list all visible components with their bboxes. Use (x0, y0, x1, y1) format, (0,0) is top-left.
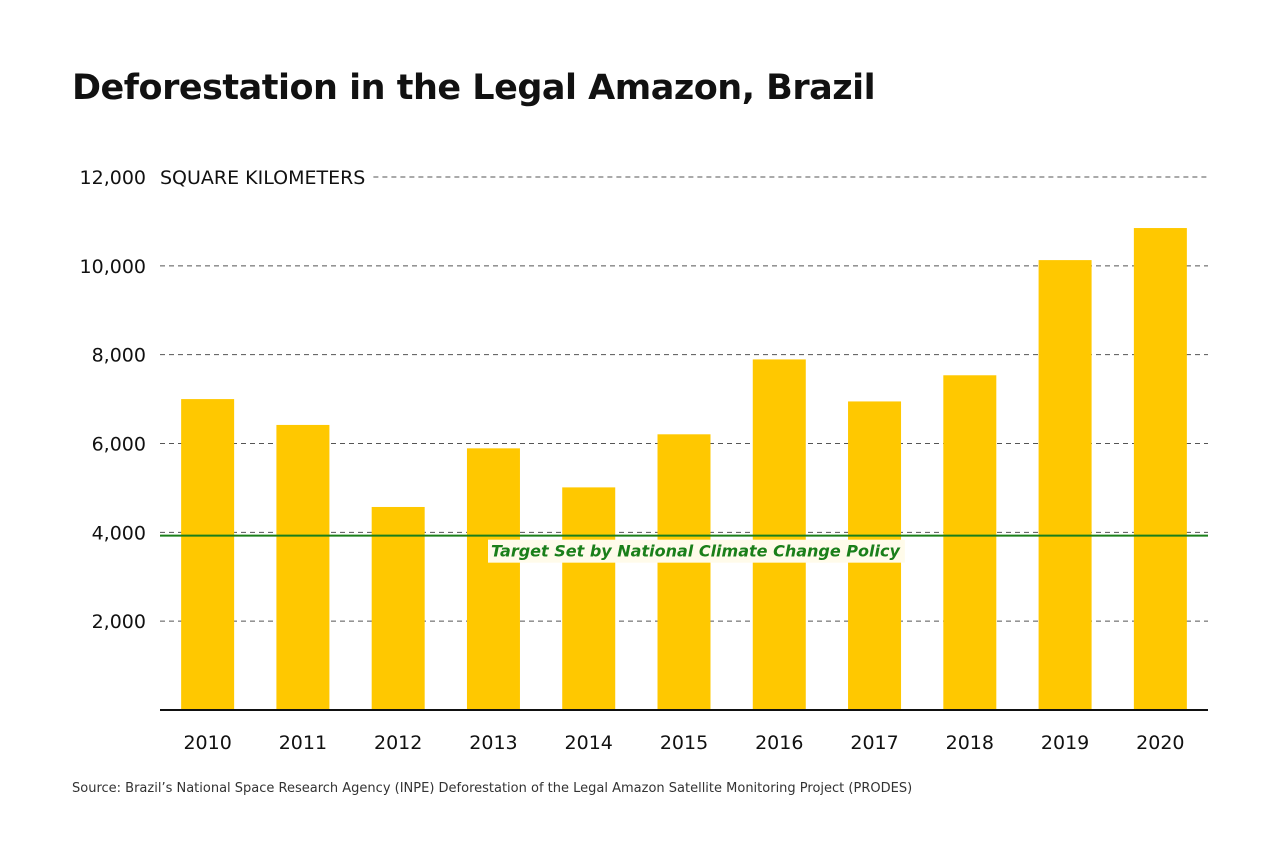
x-tick-label: 2019 (1041, 732, 1089, 754)
bar-2011 (276, 424, 330, 710)
y-axis-label: SQUARE KILOMETERS (160, 167, 365, 189)
bar-2012 (371, 506, 425, 710)
y-tick-label: 10,000 (80, 256, 146, 278)
y-tick-label: 8,000 (92, 345, 146, 367)
bar-2019 (1038, 260, 1092, 710)
bar-2015 (657, 434, 711, 710)
chart-title: Deforestation in the Legal Amazon, Brazi… (72, 68, 876, 108)
bar-2020 (1133, 228, 1187, 711)
x-tick-label: 2018 (946, 732, 994, 754)
bar-2018 (943, 375, 997, 710)
target-label-background (488, 539, 905, 563)
x-tick-label: 2013 (469, 732, 517, 754)
y-tick-label: 6,000 (92, 434, 146, 456)
x-tick-label: 2011 (279, 732, 327, 754)
source-note: Source: Brazil’s National Space Research… (72, 781, 913, 796)
x-tick-label: 2015 (660, 732, 708, 754)
y-tick-label: 12,000 (80, 167, 146, 189)
x-tick-label: 2014 (565, 732, 613, 754)
x-tick-label: 2017 (850, 732, 898, 754)
bar-2013 (466, 448, 520, 710)
y-tick-label: 4,000 (92, 522, 146, 544)
x-tick-label: 2016 (755, 732, 803, 754)
y-tick-label: 2,000 (92, 611, 146, 633)
target-label: Target Set by National Climate Change Po… (491, 542, 900, 561)
bar-2010 (181, 399, 235, 710)
bar-2014 (562, 487, 616, 710)
x-tick-label: 2010 (183, 732, 231, 754)
x-tick-label: 2020 (1136, 732, 1184, 754)
x-tick-label: 2012 (374, 732, 422, 754)
